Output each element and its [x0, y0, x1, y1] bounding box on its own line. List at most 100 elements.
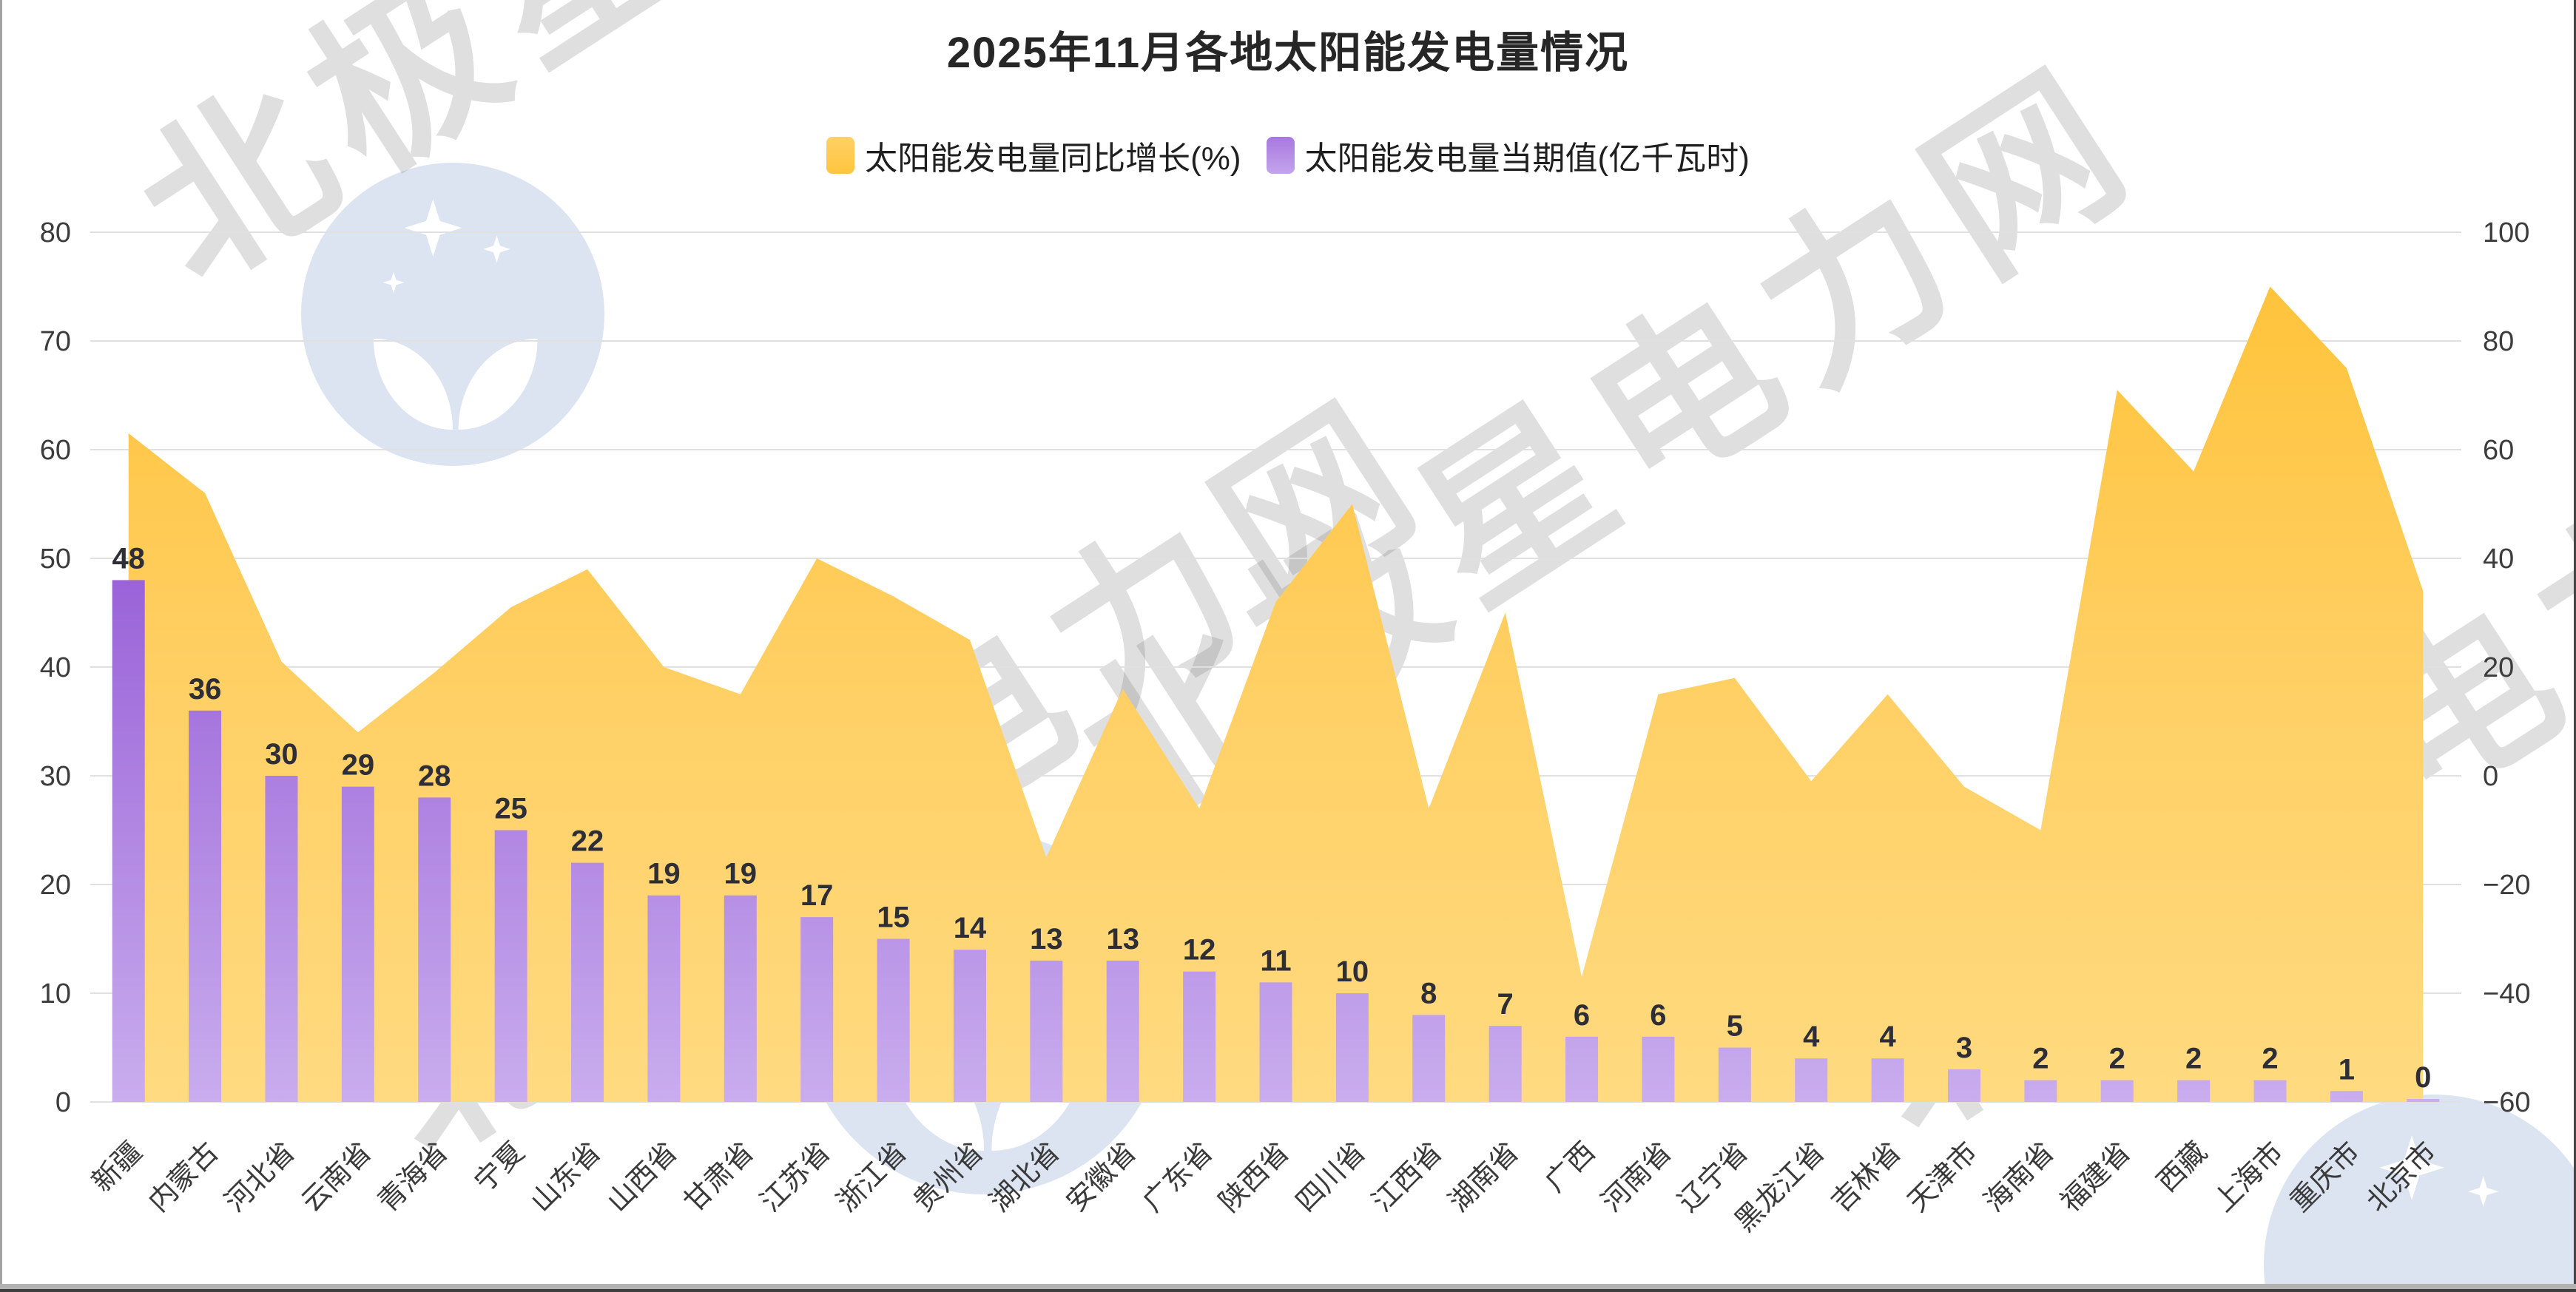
bar[interactable] — [112, 580, 145, 1102]
x-axis-label: 吉林省 — [1826, 1137, 1907, 1218]
left-axis-tick: 60 — [40, 435, 71, 466]
bar-value-label: 0 — [2415, 1061, 2431, 1094]
x-axis-label: 安徽省 — [1061, 1137, 1142, 1218]
bar-value-label: 11 — [1260, 944, 1291, 977]
growth-area-series — [128, 286, 2424, 1102]
bar-value-label: 19 — [647, 858, 681, 890]
left-axis-tick: 50 — [40, 544, 71, 575]
bar[interactable] — [953, 950, 986, 1102]
legend-swatch-growth-icon — [826, 137, 855, 174]
bar[interactable] — [341, 786, 374, 1102]
bar-value-label: 1 — [2339, 1053, 2355, 1086]
right-axis-tick: 20 — [2483, 652, 2514, 683]
window-left-edge — [0, 0, 2, 1292]
bar-value-label: 30 — [265, 738, 298, 771]
right-axis-tick: 100 — [2483, 217, 2529, 248]
bar[interactable] — [1412, 1015, 1446, 1102]
bar[interactable] — [2407, 1099, 2440, 1102]
bar-value-label: 48 — [112, 542, 145, 575]
bar[interactable] — [1871, 1058, 1904, 1102]
left-axis-tick: 20 — [40, 870, 71, 901]
left-axis-tick: 80 — [40, 217, 71, 248]
bar-value-label: 29 — [342, 749, 375, 782]
bar-value-label: 4 — [1803, 1021, 1820, 1053]
left-axis-tick: 10 — [40, 978, 71, 1009]
bar[interactable] — [2330, 1091, 2363, 1102]
bar-value-label: 6 — [1574, 999, 1590, 1032]
bar-value-label: 2 — [2109, 1043, 2125, 1075]
legend: 太阳能发电量同比增长(%) 太阳能发电量当期值(亿千瓦时) — [0, 132, 2576, 179]
bar[interactable] — [1795, 1058, 1828, 1102]
left-axis-tick: 30 — [40, 761, 71, 792]
bar[interactable] — [1335, 993, 1369, 1102]
bar[interactable] — [1106, 960, 1139, 1102]
x-axis-label: 江西省 — [1366, 1137, 1448, 1218]
bar[interactable] — [1030, 960, 1063, 1102]
x-axis-label: 西藏 — [2151, 1137, 2213, 1198]
bar[interactable] — [1565, 1036, 1599, 1102]
bar[interactable] — [2253, 1080, 2287, 1102]
x-axis-label: 海南省 — [1978, 1137, 2060, 1218]
bar[interactable] — [2177, 1080, 2211, 1102]
x-axis-label: 湖南省 — [1443, 1137, 1525, 1218]
x-axis-label: 福建省 — [2055, 1137, 2137, 1218]
bar-value-label: 28 — [418, 760, 451, 792]
chart-title: 2025年11月各地太阳能发电量情况 — [946, 29, 1630, 77]
bar-value-label: 13 — [1106, 923, 1139, 956]
bar[interactable] — [800, 917, 834, 1102]
right-axis-tick: 0 — [2483, 761, 2498, 792]
x-axis-label: 四川省 — [1290, 1137, 1372, 1218]
bar[interactable] — [2100, 1080, 2134, 1102]
left-axis-tick: 0 — [55, 1087, 71, 1118]
x-axis-label: 重庆市 — [2285, 1137, 2366, 1218]
x-axis-label: 江苏省 — [755, 1137, 836, 1218]
right-axis-tick: 60 — [2483, 435, 2514, 466]
x-axis-label: 河南省 — [1596, 1137, 1677, 1218]
bar-value-label: 13 — [1030, 923, 1063, 956]
bar[interactable] — [1947, 1069, 1980, 1102]
bar[interactable] — [2024, 1080, 2057, 1102]
bar-value-label: 3 — [1956, 1032, 1972, 1064]
bar-value-label: 22 — [571, 825, 604, 858]
x-axis-label: 甘肃省 — [678, 1137, 760, 1218]
bar[interactable] — [494, 830, 527, 1103]
bar-value-label: 19 — [724, 858, 758, 890]
window-right-edge — [2574, 0, 2576, 1292]
bar-value-label: 36 — [189, 673, 222, 706]
x-axis-label: 北京市 — [2361, 1137, 2442, 1218]
bar-value-label: 25 — [494, 793, 527, 825]
right-axis-tick: −40 — [2483, 978, 2530, 1009]
bar[interactable] — [724, 895, 757, 1102]
bar[interactable] — [877, 938, 910, 1103]
bar-value-label: 5 — [1727, 1010, 1743, 1043]
x-axis-label: 上海市 — [2208, 1137, 2290, 1218]
bar[interactable] — [1183, 971, 1216, 1102]
bar-value-label: 15 — [877, 902, 910, 934]
right-axis-tick: −20 — [2483, 870, 2530, 901]
bar[interactable] — [1259, 982, 1292, 1102]
bar[interactable] — [571, 862, 604, 1102]
bar[interactable] — [1718, 1047, 1751, 1103]
bar[interactable] — [1488, 1026, 1522, 1102]
x-axis-label: 云南省 — [296, 1137, 377, 1218]
legend-label-current-value: 太阳能发电量当期值(亿千瓦时) — [1304, 141, 1750, 177]
x-axis-label: 广东省 — [1137, 1137, 1218, 1218]
x-axis-label: 广西 — [1540, 1137, 1601, 1198]
legend-item-growth[interactable]: 太阳能发电量同比增长(%) — [826, 132, 1241, 179]
x-axis-label: 浙江省 — [832, 1137, 913, 1218]
bar[interactable] — [418, 797, 451, 1102]
legend-swatch-current-value-icon — [1266, 137, 1295, 174]
bar[interactable] — [265, 776, 298, 1102]
bar[interactable] — [189, 710, 222, 1102]
bar[interactable] — [647, 895, 681, 1102]
legend-item-current-value[interactable]: 太阳能发电量当期值(亿千瓦时) — [1266, 132, 1750, 179]
bar-value-label: 2 — [2262, 1043, 2278, 1075]
x-axis-label: 湖北省 — [984, 1137, 1065, 1218]
x-axis-label: 青海省 — [372, 1137, 454, 1218]
bar-value-label: 10 — [1336, 956, 1369, 988]
right-axis-tick: −60 — [2483, 1087, 2530, 1118]
bar-value-label: 6 — [1650, 999, 1666, 1032]
bar[interactable] — [1642, 1036, 1675, 1102]
right-axis-tick: 40 — [2483, 544, 2514, 575]
